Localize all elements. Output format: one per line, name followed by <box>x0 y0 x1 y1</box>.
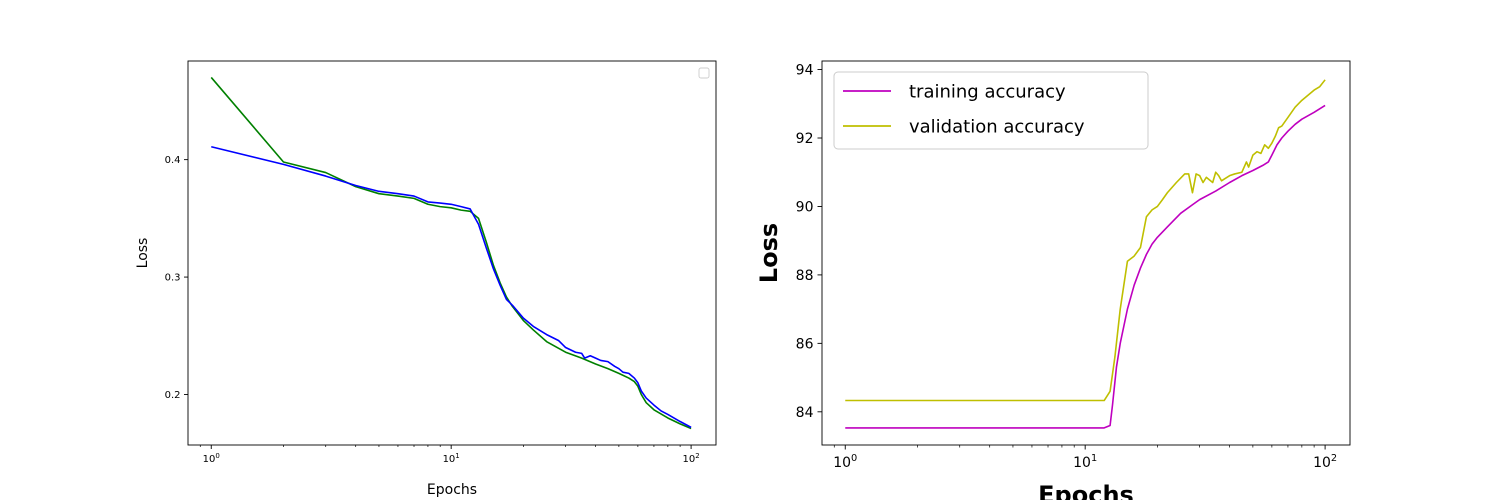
legend-entry: training accuracy <box>909 81 1066 102</box>
series-line-2 <box>211 145 692 429</box>
y-tick-label: 94 <box>796 63 814 79</box>
loss-chart: 100 101 102 0.2 0.3 0.4 Epochs Loss <box>135 60 717 498</box>
x-tick-label: 101 <box>443 452 460 465</box>
x-tick-label: 102 <box>1313 453 1337 471</box>
legend-entry: validation accuracy <box>909 116 1085 137</box>
x-tick-label: 102 <box>682 452 699 465</box>
y-tick-label: 90 <box>796 199 814 215</box>
y-tick-label: 84 <box>796 405 814 421</box>
y-tick-label: 0.2 <box>165 390 181 401</box>
x-axis-label: Epochs <box>427 482 477 498</box>
legend <box>698 67 710 79</box>
series-line-2 <box>845 79 1326 402</box>
x-tick-label: 100 <box>203 452 220 465</box>
accuracy-chart: 100 101 102 84 86 88 90 92 94 Epochs Loss training … <box>755 60 1351 500</box>
y-tick-label: 0.3 <box>165 273 181 284</box>
y-tick-label: 88 <box>796 268 814 284</box>
y-axis-label: Loss <box>755 223 783 283</box>
series-line-1 <box>845 104 1326 429</box>
legend-frame <box>833 71 1149 150</box>
x-tick-label: 100 <box>833 453 857 471</box>
plot-frame <box>821 60 1351 446</box>
plot-frame <box>187 60 717 446</box>
y-axis-label: Loss <box>135 238 151 269</box>
x-axis-label: Epochs <box>1038 481 1134 500</box>
y-tick-label: 86 <box>796 336 814 352</box>
y-tick-label: 92 <box>796 131 814 147</box>
x-tick-label: 101 <box>1073 453 1097 471</box>
legend: training accuracy validation accuracy <box>833 71 1149 150</box>
y-tick-label: 0.4 <box>165 155 181 166</box>
series-line-1 <box>210 76 692 430</box>
